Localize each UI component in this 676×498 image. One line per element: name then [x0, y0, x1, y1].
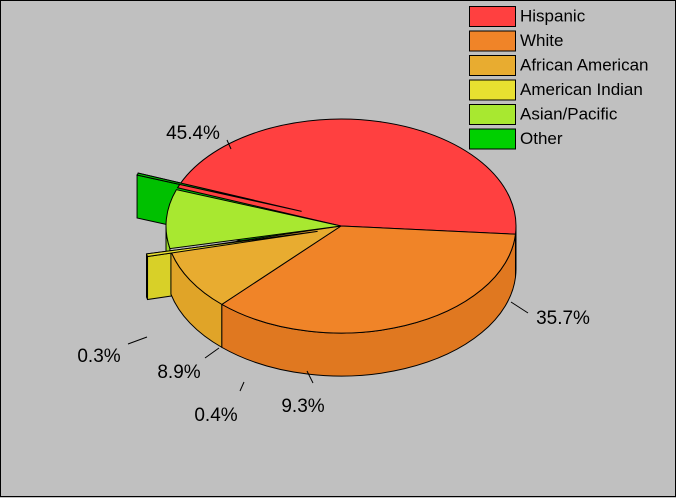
legend: Hispanic White African American American In…	[469, 6, 649, 150]
leader-line	[510, 301, 529, 314]
leader-line	[226, 139, 232, 150]
legend-swatch	[469, 55, 516, 76]
leader-line	[204, 347, 220, 359]
pie-slice-white	[220, 225, 517, 334]
legend-swatch	[469, 30, 516, 52]
value-label: 0.4%	[194, 405, 237, 426]
legend-swatch	[469, 128, 516, 150]
value-label: 8.9%	[157, 362, 200, 383]
value-label: 9.3%	[281, 396, 324, 417]
legend-swatch	[469, 6, 516, 27]
pie-slice-american-indian	[145, 230, 318, 258]
leader-lines	[127, 139, 529, 392]
pie-slices	[136, 118, 517, 377]
legend-label: Hispanic	[520, 6, 586, 25]
legend-label: White	[520, 31, 563, 50]
pie-slice-side-american-indian	[146, 253, 149, 300]
pie-slice-asian-pacific	[165, 189, 342, 250]
leader-line	[127, 336, 148, 345]
pie-slice-other	[136, 172, 302, 212]
legend-label: American Indian	[520, 80, 643, 99]
legend-label: African American	[520, 55, 649, 74]
legend-label: Asian/Pacific	[520, 104, 618, 123]
value-label: 45.4%	[166, 123, 220, 144]
leader-line	[306, 370, 314, 384]
value-label: 35.7%	[536, 308, 590, 329]
leader-line	[239, 381, 245, 392]
legend-swatch	[469, 104, 516, 125]
legend-swatch	[469, 79, 516, 101]
pie-slice-hispanic	[176, 118, 517, 235]
legend-label: Other	[520, 129, 563, 148]
value-labels: 45.4% 35.7% 9.3% 0.4% 8.9% 0.3%	[77, 123, 590, 426]
value-label: 0.3%	[77, 346, 120, 367]
